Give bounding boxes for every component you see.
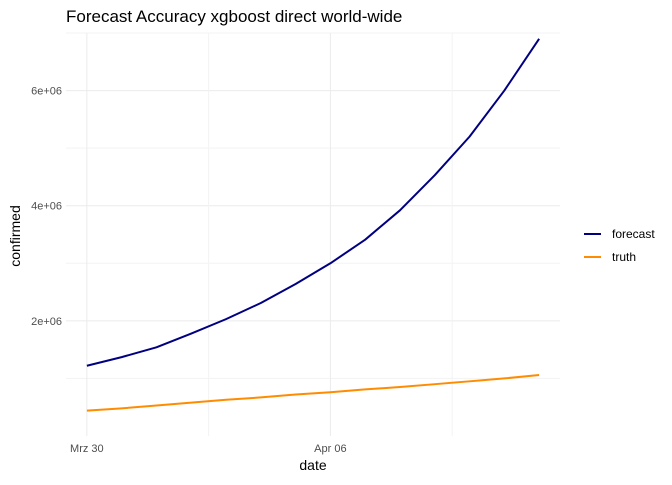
x-tick-label: Mrz 30 — [70, 443, 104, 455]
tick-labels: 2e+06 4e+06 6e+06 Mrz 30 Apr 06 — [31, 86, 347, 455]
y-axis-title: confirmed — [7, 205, 23, 266]
series-line-truth — [86, 373, 540, 412]
x-tick-label: Apr 06 — [314, 443, 346, 455]
legend-label-truth: truth — [612, 250, 636, 264]
series-lines — [86, 38, 540, 412]
legend-label-forecast: forecast — [612, 227, 655, 241]
y-tick-label: 2e+06 — [31, 316, 62, 328]
y-tick-label: 4e+06 — [31, 201, 62, 213]
legend: forecast truth — [584, 227, 655, 264]
y-tick-label: 6e+06 — [31, 86, 62, 98]
chart-title: Forecast Accuracy xgboost direct world-w… — [66, 7, 402, 26]
gridlines — [66, 32, 560, 436]
series-line-forecast — [86, 38, 540, 367]
x-axis-title: date — [299, 457, 326, 473]
